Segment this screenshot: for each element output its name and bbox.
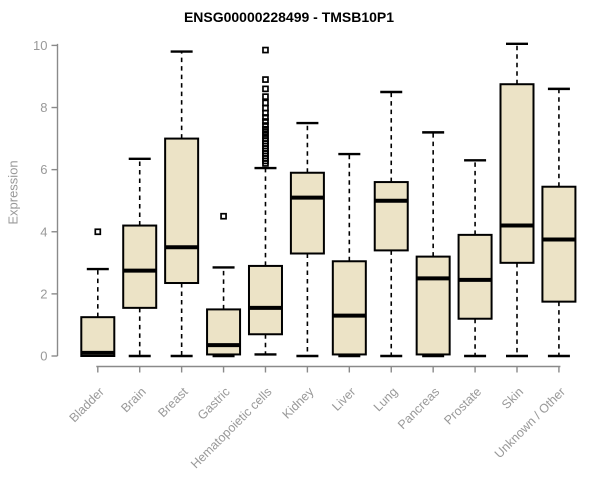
- box-gastric: [206, 212, 242, 358]
- outlier-point: [262, 125, 269, 133]
- x-category-label: Skin: [499, 385, 526, 412]
- box-unknown-other: [541, 87, 577, 358]
- y-tick-label: 10: [33, 38, 47, 53]
- x-category-label: Brain: [118, 385, 149, 416]
- y-tick-label: 2: [40, 286, 47, 301]
- outlier-point: [262, 46, 269, 54]
- x-category-label: Hematopoietic cells: [188, 385, 275, 472]
- outlier-point: [262, 118, 269, 125]
- outlier-point: [94, 228, 102, 236]
- outlier-point: [262, 99, 269, 107]
- y-tick-label: 8: [40, 100, 47, 115]
- x-category-label: Gastric: [195, 385, 233, 423]
- box-pancreas: [415, 131, 451, 358]
- y-axis: 0 2 4 6 8 10: [33, 38, 59, 364]
- box-hematopoietic-cells: [247, 46, 283, 356]
- x-category-label: Bladder: [67, 385, 107, 425]
- box-skin: [499, 42, 535, 358]
- box-liver: [331, 152, 367, 358]
- box-kidney: [289, 121, 325, 358]
- box-prostate: [457, 159, 493, 358]
- chart-title: ENSG00000228499 - TMSB10P1: [183, 9, 395, 25]
- x-category-label: Unknown / Other: [492, 385, 568, 461]
- y-tick-label: 4: [40, 224, 47, 239]
- outlier-point: [262, 122, 269, 129]
- outlier-point: [262, 76, 269, 83]
- box-bladder: [80, 228, 116, 357]
- x-category-label: Lung: [371, 385, 401, 415]
- box-lung: [373, 90, 409, 358]
- y-tick-label: 6: [40, 162, 47, 177]
- box-breast: [164, 50, 200, 358]
- outlier-point: [220, 212, 227, 220]
- y-tick-label: 0: [40, 349, 47, 364]
- outlier-point: [262, 93, 269, 100]
- x-category-label: Kidney: [280, 384, 317, 421]
- x-category-label: Prostate: [441, 385, 484, 428]
- outlier-point: [262, 104, 269, 112]
- box-brain: [122, 157, 158, 358]
- x-category-label: Breast: [155, 384, 191, 420]
- x-category-label: Liver: [329, 385, 358, 414]
- x-category-label: Pancreas: [395, 385, 442, 432]
- outlier-point: [262, 85, 269, 93]
